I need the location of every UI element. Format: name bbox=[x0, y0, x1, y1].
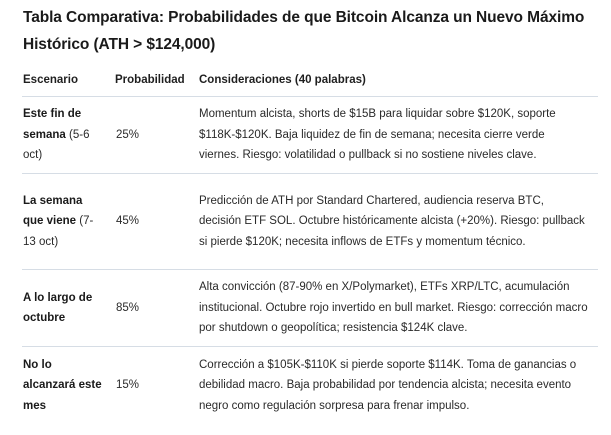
table-header-row: Escenario Probabilidad Consideraciones (… bbox=[22, 64, 598, 97]
probability-cell: 25% bbox=[114, 96, 198, 174]
page-title: Tabla Comparativa: Probabilidades de que… bbox=[23, 9, 585, 53]
probability-cell: 45% bbox=[114, 173, 198, 270]
header-scenario: Escenario bbox=[22, 64, 114, 97]
probability-cell: 15% bbox=[116, 379, 140, 391]
scenario-dates: (7-13 oct) bbox=[23, 215, 94, 248]
scenario-cell: Este fin de semana (5-6 oct) bbox=[22, 96, 114, 174]
considerations-cell: Alta convicción (87-90% en X/Polymarket)… bbox=[198, 269, 598, 347]
scenario-label: A lo largo de octubre bbox=[23, 291, 93, 325]
header-probability: Probabilidad bbox=[114, 64, 198, 97]
table-row: Este fin de semana (5-6 oct) 25% Momentu… bbox=[22, 96, 598, 174]
scenario-cell: La semana que viene (7-13 oct) bbox=[22, 173, 114, 270]
scenario-cell: A lo largo de octubre bbox=[22, 269, 114, 347]
considerations-cell: Predicción de ATH por Standard Chartered… bbox=[198, 173, 598, 270]
scenario-label: Este fin de semana bbox=[23, 108, 82, 141]
probability-cell: 85% bbox=[114, 269, 198, 347]
scenario-label: La semana que viene bbox=[23, 194, 83, 228]
scenario-label: No lo alcanzará este mes bbox=[23, 358, 102, 412]
table-row: No lo alcanzará este mes 15% Corrección … bbox=[22, 347, 598, 424]
table-row: La semana que viene (7-13 oct) 45% Predi… bbox=[22, 173, 598, 270]
considerations-cell: Momentum alcista, shorts de $15B para li… bbox=[198, 96, 598, 174]
table-row: A lo largo de octubre 85% Alta convicció… bbox=[22, 269, 598, 347]
scenario-dates: (5-6 oct) bbox=[23, 128, 90, 162]
header-considerations: Consideraciones (40 palabras) bbox=[198, 64, 598, 97]
considerations-cell: Corrección a $105K-$110K si pierde sopor… bbox=[199, 358, 577, 412]
comparison-table: Escenario Probabilidad Consideraciones (… bbox=[22, 64, 598, 424]
scenario-cell: No lo alcanzará este mes bbox=[22, 347, 114, 424]
